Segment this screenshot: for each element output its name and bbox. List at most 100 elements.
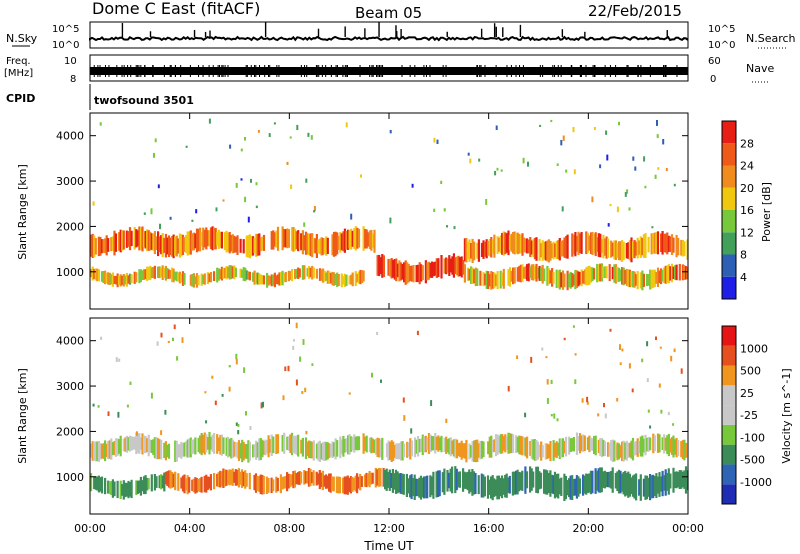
heatmap-cell (674, 265, 677, 280)
heatmap-cell (186, 475, 189, 495)
heatmap-cell (289, 271, 292, 280)
heatmap-cell (445, 418, 448, 424)
heatmap-cell (420, 264, 423, 282)
heatmap-cell (149, 265, 152, 281)
heatmap-cell (293, 470, 296, 488)
heatmap-cell (294, 435, 297, 454)
heatmap-cell (223, 469, 226, 487)
heatmap-cell (610, 471, 613, 489)
heatmap-cell (446, 470, 449, 492)
heatmap-cell (164, 471, 167, 485)
heatmap-cell (290, 474, 293, 486)
heatmap-cell (513, 471, 516, 495)
heatmap-cell (499, 478, 502, 497)
heatmap-cell (413, 474, 416, 500)
heatmap-cell (581, 398, 584, 403)
heatmap-cell (522, 437, 526, 456)
heatmap-cell (242, 267, 245, 281)
heatmap-cell (675, 437, 678, 458)
heatmap-cell (284, 229, 287, 248)
heatmap-cell (419, 475, 423, 500)
heatmap-cell (167, 235, 171, 257)
colorbar-tick-label: 20 (740, 182, 754, 195)
heatmap-cell (563, 440, 566, 454)
heatmap-cell (321, 470, 324, 491)
colorbar-segment (722, 444, 736, 465)
heatmap-cell (496, 434, 499, 455)
heatmap-cell (110, 274, 113, 285)
heatmap-cell (625, 243, 628, 259)
heatmap-cell (597, 233, 600, 257)
heatmap-cell (519, 436, 522, 455)
heatmap-cell (192, 439, 195, 454)
heatmap-cell (230, 437, 233, 459)
heatmap-cell (575, 475, 578, 499)
heatmap-cell (473, 269, 476, 284)
heatmap-cell (150, 474, 153, 492)
heatmap-cell (360, 174, 362, 178)
heatmap-cell (678, 263, 681, 281)
heatmap-cell (465, 439, 468, 463)
heatmap-cell (635, 274, 638, 286)
velocity-x-axis: 00:00 04:00 08:00 12:00 16:00 20:00 00:00 (74, 318, 704, 535)
heatmap-cell (171, 267, 174, 283)
heatmap-cell (294, 269, 297, 280)
heatmap-cell (296, 124, 299, 131)
heatmap-cell (347, 435, 350, 455)
frequency-trace (90, 65, 688, 77)
heatmap-cell (306, 441, 309, 456)
heatmap-cell (485, 270, 488, 289)
heatmap-cell (616, 398, 619, 402)
colorbar-segment (722, 385, 736, 406)
heatmap-cell (646, 378, 649, 383)
heatmap-cell (348, 230, 351, 249)
heatmap-cell (619, 445, 622, 458)
heatmap-cell (642, 273, 645, 287)
heatmap-cell (186, 231, 189, 256)
noise-panel: N.Sky 10^5 10^0 10^5 10^0 N.Search (6, 21, 796, 51)
heatmap-cell (143, 212, 146, 215)
heatmap-cell (600, 467, 603, 493)
heatmap-cell (660, 409, 663, 414)
heatmap-cell (390, 258, 393, 279)
heatmap-cell (639, 272, 642, 289)
colorbar-tick-label: 1000 (740, 342, 768, 355)
heatmap-cell (342, 477, 345, 494)
heatmap-cell (236, 469, 239, 486)
heatmap-cell (351, 437, 354, 451)
heatmap-cell (256, 234, 259, 256)
heatmap-cell (596, 263, 599, 283)
heatmap-cell (354, 226, 357, 251)
heatmap-cell (125, 435, 128, 453)
heatmap-cell (409, 475, 412, 498)
heatmap-cell (136, 230, 139, 247)
heatmap-cell (275, 230, 278, 248)
heatmap-cell (405, 473, 408, 497)
heatmap-cell (387, 471, 390, 488)
heatmap-cell (621, 473, 624, 492)
heatmap-cell (153, 265, 156, 279)
heatmap-cell (107, 238, 110, 252)
heatmap-cell (339, 436, 342, 459)
heatmap-cell (297, 434, 300, 457)
heatmap-cell (205, 227, 208, 250)
heatmap-cell (157, 184, 160, 189)
heatmap-cell (133, 436, 136, 450)
heatmap-cell (253, 270, 256, 285)
heatmap-cell (675, 471, 678, 489)
heatmap-cell (521, 436, 524, 456)
heatmap-cell (125, 482, 128, 497)
heatmap-cell (670, 263, 674, 283)
heatmap-cell (544, 443, 547, 460)
heatmap-cell (541, 240, 544, 261)
heatmap-cell (440, 255, 443, 279)
heatmap-cell (231, 468, 234, 486)
heatmap-cell (322, 238, 325, 255)
heatmap-cell (635, 473, 638, 501)
heatmap-cell (541, 264, 544, 284)
heatmap-cell (600, 263, 603, 282)
heatmap-cell (111, 442, 114, 456)
heatmap-cell (429, 475, 432, 498)
heatmap-cell (451, 440, 454, 455)
